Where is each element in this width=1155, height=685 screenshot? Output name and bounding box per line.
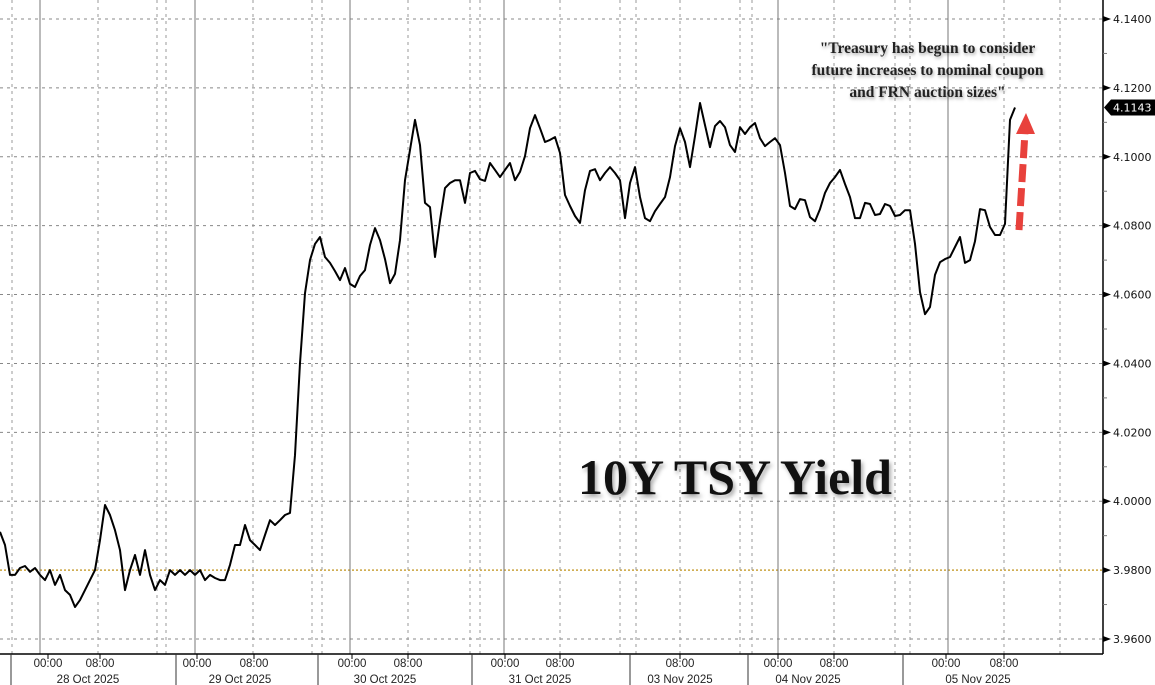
y-tick-label: 3.9600 [1113,633,1152,646]
x-time-label: 00:00 [932,658,961,670]
axes [0,0,1104,655]
x-time-label: 08:00 [546,658,575,670]
y-tick-label: 4.0200 [1113,426,1152,439]
y-tick-label: 4.0400 [1113,357,1152,370]
x-axis-ticks: 00:00 08:00 00:00 08:00 00:00 08:00 00:00 08:00… [10,654,1019,685]
y-tick-label: 3.9800 [1113,564,1152,577]
x-time-label: 08:00 [86,658,115,670]
x-time-label: 00:00 [34,658,63,670]
y-tick-marker [1103,291,1111,298]
x-date-label: 05 Nov 2025 [945,674,1010,685]
y-tick-marker [1103,153,1111,160]
x-time-label: 08:00 [990,658,1019,670]
grid-lines [0,0,1103,654]
y-tick-marker [1103,360,1111,367]
x-date-label: 04 Nov 2025 [775,674,840,685]
annotation-quote: "Treasury has begun to consider future i… [811,40,1044,101]
x-time-label: 08:00 [394,658,423,670]
y-tick-marker [1103,567,1111,574]
y-tick-label: 4.0800 [1113,220,1152,233]
chart-title: 10Y TSY Yield [578,449,892,505]
y-tick-label: 4.0000 [1113,495,1152,508]
x-time-label: 00:00 [183,658,212,670]
yield-series-line [0,102,1016,608]
x-time-label: 08:00 [240,658,269,670]
y-tick-marker [1103,222,1111,229]
last-value-badge-bg [1104,99,1155,116]
x-date-label: 31 Oct 2025 [509,674,572,685]
x-date-label: 30 Oct 2025 [354,674,417,685]
y-tick-label: 4.1200 [1113,82,1152,95]
y-tick-label: 4.1000 [1113,151,1152,164]
x-time-label: 00:00 [764,658,793,670]
last-value-badge: 4.1143 [1104,99,1155,116]
y-tick-label: 4.1400 [1113,13,1152,26]
last-value-label: 4.1143 [1113,102,1152,115]
y-axis-ticks: 4.1400 4.1200 4.1000 4.0800 4.0600 4.0400 4.02… [1103,13,1152,646]
y-tick-marker [1103,498,1111,505]
x-time-label: 00:00 [338,658,367,670]
x-time-label: 00:00 [491,658,520,670]
y-tick-label: 4.0600 [1113,289,1152,302]
y-tick-marker [1103,16,1111,22]
x-date-label: 03 Nov 2025 [647,674,712,685]
y-tick-marker [1103,84,1111,91]
x-time-label: 08:00 [820,658,849,670]
x-date-label: 28 Oct 2025 [57,674,120,685]
y-tick-marker [1103,429,1111,436]
x-time-label: 08:00 [666,658,695,670]
x-date-label: 29 Oct 2025 [209,674,272,685]
y-tick-marker [1103,636,1111,642]
red-dashed-arrow-icon [1015,113,1035,231]
